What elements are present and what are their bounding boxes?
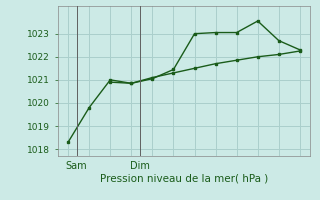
X-axis label: Pression niveau de la mer( hPa ): Pression niveau de la mer( hPa ) [100,174,268,184]
